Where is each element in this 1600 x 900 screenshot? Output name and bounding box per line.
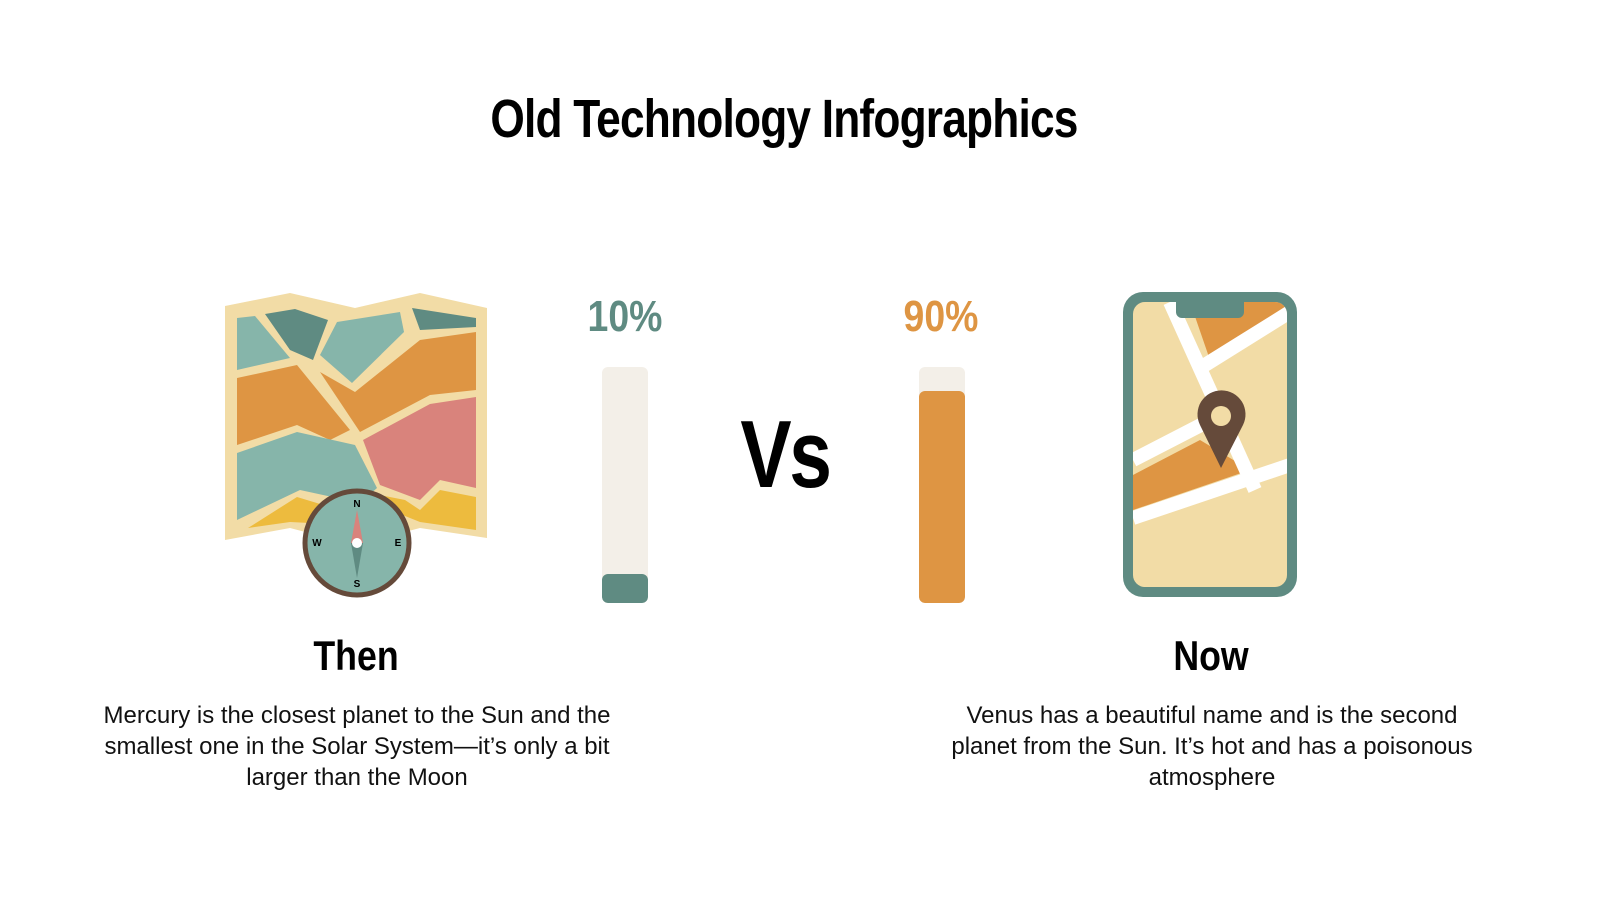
now-percent: 90% bbox=[903, 292, 979, 341]
then-percent: 10% bbox=[587, 292, 663, 341]
now-description: Venus has a beautiful name and is the se… bbox=[951, 702, 1473, 791]
then-progress-bar bbox=[602, 367, 648, 603]
compass-e: E bbox=[395, 538, 402, 549]
folded-map-with-compass-icon: N E S W bbox=[225, 293, 487, 598]
smartphone-map-pin-icon bbox=[1123, 292, 1297, 597]
now-label: Now bbox=[1173, 632, 1249, 679]
vs-label: Vs bbox=[740, 401, 832, 508]
now-progress-fill bbox=[919, 390, 965, 603]
then-label: Then bbox=[313, 632, 399, 679]
now-progress-bar bbox=[919, 367, 965, 603]
compass-s: S bbox=[354, 579, 361, 590]
then-progress-fill bbox=[602, 573, 648, 603]
page-title: Old Technology Infographics bbox=[490, 89, 1078, 149]
compass-n: N bbox=[353, 499, 360, 510]
then-description: Mercury is the closest planet to the Sun… bbox=[103, 702, 611, 791]
compass-w: W bbox=[312, 538, 322, 549]
